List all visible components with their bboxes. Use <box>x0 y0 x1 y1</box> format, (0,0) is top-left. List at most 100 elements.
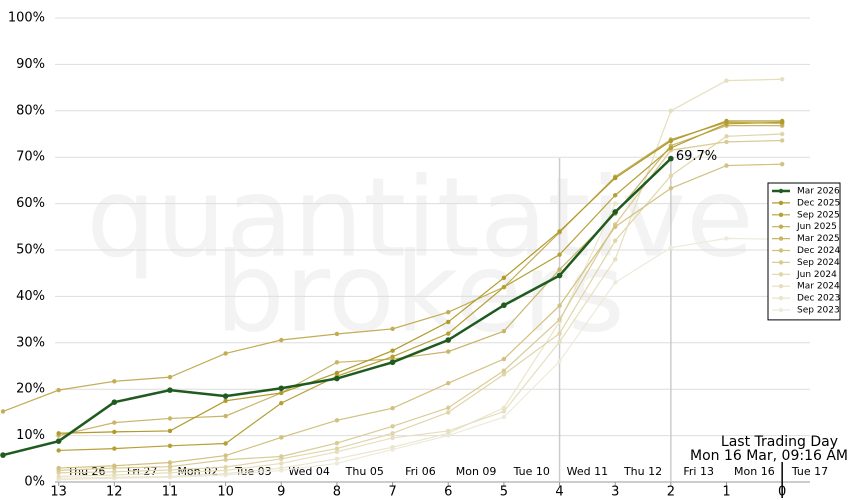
point <box>446 410 451 415</box>
point <box>390 348 395 353</box>
series: 69.7% <box>0 149 717 458</box>
series <box>0 120 785 414</box>
legend-label: Mar 2024 <box>797 282 840 292</box>
point <box>446 428 451 434</box>
y-tick-label: 10% <box>16 428 45 443</box>
point <box>446 380 451 386</box>
point <box>223 464 228 470</box>
point <box>223 457 228 462</box>
point <box>390 424 395 429</box>
series-line <box>58 237 783 481</box>
y-tick-label: 40% <box>16 289 45 304</box>
y-tick-label: 100% <box>8 11 45 26</box>
point <box>779 138 785 143</box>
series <box>56 77 785 479</box>
legend-label: Dec 2024 <box>797 246 840 256</box>
date-label: Mon 09 <box>456 465 497 478</box>
legend-label: Jun 2024 <box>796 270 837 280</box>
point <box>501 409 507 414</box>
x-tick-label: 8 <box>333 485 341 500</box>
legend-marker <box>778 212 784 217</box>
point <box>613 175 618 181</box>
point <box>334 370 340 376</box>
point <box>279 390 284 396</box>
point <box>501 356 507 362</box>
x-tick-label: 12 <box>106 485 123 500</box>
point <box>112 446 117 451</box>
point <box>390 431 395 436</box>
point <box>557 267 562 272</box>
point <box>779 118 785 124</box>
point <box>279 465 284 471</box>
point <box>223 413 228 419</box>
date-label: Tue 17 <box>791 465 828 478</box>
y-tick-label: 80% <box>16 103 45 118</box>
point <box>724 118 729 124</box>
point <box>557 331 562 336</box>
point <box>279 337 284 343</box>
series-line <box>58 133 783 474</box>
series-line <box>58 121 783 452</box>
point <box>668 173 674 178</box>
point <box>557 317 562 322</box>
point <box>167 374 173 380</box>
date-label: Fri 06 <box>405 465 436 478</box>
series-line <box>58 139 783 471</box>
point <box>390 435 395 441</box>
series <box>56 131 785 475</box>
legend-label: Jun 2025 <box>796 222 837 232</box>
point <box>724 78 729 83</box>
point <box>167 464 173 469</box>
point <box>445 337 452 343</box>
point <box>334 461 340 466</box>
point <box>446 319 451 325</box>
point <box>557 359 562 364</box>
legend-marker <box>778 248 784 253</box>
point <box>278 385 285 392</box>
point <box>779 131 785 137</box>
point <box>613 238 618 243</box>
point <box>501 368 507 373</box>
point <box>613 193 618 198</box>
legend-marker <box>778 284 784 289</box>
watermark: quantitative <box>86 153 753 281</box>
point <box>334 449 340 455</box>
last-trading-day-label: Last Trading Day <box>721 434 838 450</box>
point <box>613 280 618 285</box>
date-label: Thu 05 <box>345 465 384 478</box>
legend-label: Dec 2023 <box>797 294 840 304</box>
point <box>668 245 674 250</box>
point <box>501 284 507 290</box>
series-line <box>58 125 783 437</box>
point <box>334 418 340 423</box>
x-tick-label: 2 <box>667 485 675 500</box>
x-tick-label: 5 <box>500 485 508 500</box>
y-tick-label: 0% <box>24 475 45 490</box>
legend-marker <box>778 200 784 206</box>
point <box>167 474 173 479</box>
legend-label: Mar 2025 <box>797 234 840 244</box>
series-line <box>58 78 783 478</box>
point <box>446 309 451 315</box>
x-tick-label: 1 <box>722 485 730 500</box>
legend-label: Dec 2025 <box>797 198 840 208</box>
point <box>612 209 619 215</box>
x-tick-label: 9 <box>277 485 285 500</box>
point <box>334 331 340 337</box>
point <box>724 134 729 139</box>
point <box>0 452 6 458</box>
point <box>390 445 395 450</box>
point <box>557 339 562 345</box>
date-label: Fri 13 <box>683 465 714 478</box>
date-label: Thu 26 <box>66 465 105 478</box>
point <box>779 161 785 167</box>
point <box>223 398 228 403</box>
point <box>279 454 284 459</box>
point <box>0 409 6 414</box>
series-line <box>58 120 783 434</box>
point <box>279 400 284 406</box>
point <box>613 201 618 206</box>
point <box>223 351 228 356</box>
x-tick-label: 6 <box>444 485 452 500</box>
